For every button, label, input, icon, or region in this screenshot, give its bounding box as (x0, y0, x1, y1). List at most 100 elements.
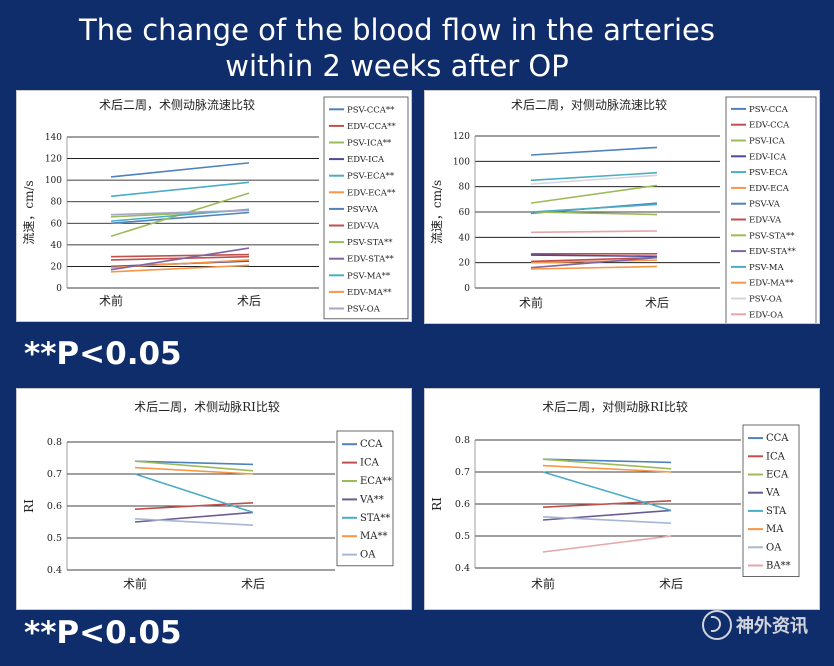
x-category-label: 术后 (237, 294, 261, 308)
y-tick-label: 60 (459, 208, 471, 218)
legend-label: EDV-ECA** (347, 188, 396, 198)
legend-label: PSV-OA (347, 305, 381, 315)
legend-label: ECA (766, 470, 789, 481)
series-line (542, 458, 672, 464)
legend-label: VA** (359, 494, 384, 505)
legend-label: PSV-STA** (749, 231, 795, 241)
y-axis-label: 流速，cm/s (22, 180, 36, 244)
series-line (542, 458, 672, 470)
series-line (530, 230, 658, 234)
series-line (110, 181, 250, 198)
series-line (134, 460, 254, 472)
chart-svg: 术后二周，术侧动脉RI比较 0.4 0.5 0.6 0.7 0.8 RI 术前 术后 CCA ICA… (22, 399, 394, 591)
series-line (134, 518, 254, 526)
series-line (134, 502, 254, 510)
series-line (530, 254, 658, 258)
y-tick-label: 0.8 (455, 435, 470, 446)
x-category-label: 术前 (519, 295, 543, 310)
series-line (542, 464, 672, 473)
chart-panel-contralateral-velocity: 术后二周，对侧动脉流速比较 0 20 40 60 80 100 120 流速，cm/s 术前 术后 P… (424, 90, 820, 324)
x-category-label: 术后 (659, 577, 683, 591)
y-tick-label: 120 (45, 155, 62, 165)
y-tick-label: 0.8 (47, 437, 62, 448)
y-tick-label: 140 (45, 133, 62, 143)
series-line (110, 253, 250, 258)
legend-label: STA** (360, 513, 390, 524)
y-tick-label: 0.7 (455, 467, 470, 478)
chart-title: 术后二周，对侧动脉RI比较 (542, 399, 688, 414)
legend-label: MA** (360, 531, 387, 542)
legend-label: OA (360, 550, 376, 561)
legend-label: EDV-CCA (749, 121, 790, 131)
legend-label: EDV-STA** (749, 247, 797, 257)
legend-label: PSV-ICA (749, 137, 786, 147)
y-tick-label: 0.5 (455, 531, 470, 542)
y-tick-label: 40 (51, 241, 63, 251)
y-tick-label: 0 (56, 284, 62, 294)
y-tick-label: 80 (51, 198, 63, 208)
x-category-label: 术前 (123, 576, 147, 591)
legend-label: ECA** (360, 476, 392, 487)
legend-label: PSV-VA (749, 200, 781, 210)
legend-label: PSV-MA (749, 263, 784, 273)
series-line (530, 171, 658, 182)
series-line (110, 209, 250, 216)
legend-label: BA** (766, 561, 791, 572)
legend-label: PSV-CCA** (347, 105, 395, 115)
legend-box (725, 96, 817, 323)
legend-label: EDV-MA** (749, 279, 794, 289)
legend-label: CCA (360, 439, 383, 450)
y-tick-label: 100 (45, 176, 62, 186)
legend-label: OA (766, 542, 782, 553)
chart-panel-contralateral-ri: 术后二周，对侧动脉RI比较 0.4 0.5 0.6 0.7 0.8 RI 术前 术后 CCA ICA… (424, 388, 820, 610)
y-tick-label: 20 (459, 259, 471, 269)
chart-svg: 术后二周，术侧动脉流速比较 0 20 40 60 80 100 120 140 流速，cm/s 术前… (22, 96, 409, 320)
x-category-label: 术前 (99, 293, 123, 308)
legend-label: EDV-ICA (749, 152, 787, 162)
series-line (530, 146, 658, 156)
series-line (530, 256, 658, 269)
y-tick-label: 20 (51, 262, 63, 272)
legend-label: PSV-CCA (749, 105, 789, 115)
legend-label: PSV-STA** (347, 238, 393, 248)
series-line (530, 203, 658, 213)
legend-label: PSV-ECA (749, 168, 788, 178)
chart-title: 术后二周，术侧动脉流速比较 (99, 97, 255, 112)
slide-title-line-1: The change of the blood flow in the arte… (79, 13, 715, 47)
legend-label: EDV-VA (749, 216, 782, 226)
series-line (530, 265, 658, 270)
y-tick-label: 60 (51, 219, 63, 229)
x-category-label: 术前 (531, 576, 555, 591)
series-line (542, 516, 672, 524)
watermark: 神外资讯 (702, 610, 808, 640)
series-line (110, 162, 250, 178)
series-line (110, 264, 250, 273)
y-axis-label: 流速，cm/s (430, 180, 444, 244)
series-line (110, 211, 250, 225)
y-axis-label: RI (430, 497, 444, 511)
y-tick-label: 100 (453, 157, 470, 167)
series-line (134, 460, 254, 466)
chart-title: 术后二周，术侧动脉RI比较 (134, 399, 280, 414)
legend-label: PSV-ECA** (347, 172, 395, 182)
series-line (530, 174, 658, 185)
chart-panel-operated-ri: 术后二周，术侧动脉RI比较 0.4 0.5 0.6 0.7 0.8 RI 术前 术后 CCA ICA… (16, 388, 412, 610)
legend-label: EDV-CCA** (347, 122, 396, 132)
legend-label: EDV-OA (749, 310, 784, 320)
legend-label: EDV-MA** (347, 288, 392, 298)
legend-label: PSV-OA (749, 295, 783, 305)
legend-box (323, 96, 409, 320)
y-axis-label: RI (22, 499, 36, 513)
legend-label: VA (765, 488, 781, 499)
legend-label: ICA (360, 458, 380, 469)
legend-label: STA (766, 506, 787, 517)
legend-label: EDV-VA (347, 222, 380, 232)
x-category-label: 术后 (645, 296, 669, 310)
significance-note-top: **P<0.05 (24, 336, 182, 372)
y-tick-label: 0.5 (47, 533, 62, 544)
series-line (134, 473, 254, 514)
slide-title-line-2: within 2 weeks after OP (225, 49, 569, 83)
y-tick-label: 0.6 (47, 501, 62, 512)
significance-note-bottom: **P<0.05 (24, 615, 182, 651)
series-line (542, 535, 672, 553)
